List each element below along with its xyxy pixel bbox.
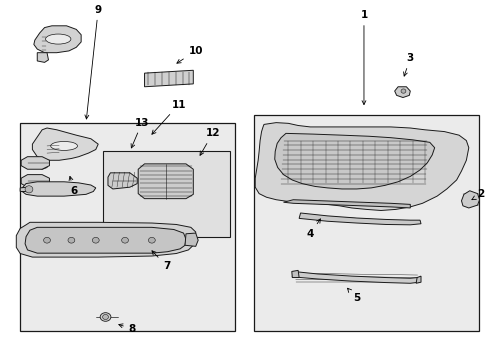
- Bar: [103, 151, 229, 237]
- Text: 4: 4: [306, 219, 320, 239]
- Polygon shape: [394, 87, 409, 98]
- Polygon shape: [184, 233, 198, 246]
- Ellipse shape: [68, 237, 75, 243]
- Text: 7: 7: [152, 251, 170, 271]
- Polygon shape: [292, 271, 418, 283]
- Polygon shape: [21, 157, 49, 169]
- Polygon shape: [21, 175, 49, 187]
- Polygon shape: [20, 187, 27, 192]
- Polygon shape: [144, 70, 193, 87]
- Ellipse shape: [43, 237, 50, 243]
- Polygon shape: [32, 128, 98, 160]
- Text: 12: 12: [200, 129, 220, 155]
- Text: 10: 10: [177, 46, 203, 63]
- Text: 6: 6: [69, 176, 77, 196]
- Text: 5: 5: [347, 288, 360, 303]
- Polygon shape: [299, 213, 420, 225]
- Polygon shape: [34, 26, 81, 53]
- Polygon shape: [138, 164, 193, 199]
- Ellipse shape: [148, 237, 155, 243]
- Ellipse shape: [92, 237, 99, 243]
- Polygon shape: [108, 173, 137, 189]
- Ellipse shape: [45, 34, 71, 44]
- Polygon shape: [283, 200, 409, 208]
- Polygon shape: [274, 134, 434, 189]
- Text: 13: 13: [131, 118, 149, 148]
- Polygon shape: [37, 160, 47, 169]
- Polygon shape: [20, 182, 96, 196]
- Polygon shape: [255, 123, 468, 211]
- Ellipse shape: [25, 186, 33, 193]
- Polygon shape: [291, 270, 299, 278]
- Polygon shape: [461, 191, 479, 208]
- Text: 9: 9: [85, 5, 102, 119]
- Text: 3: 3: [403, 53, 413, 76]
- Bar: [254, 116, 478, 330]
- Text: 1: 1: [360, 10, 367, 104]
- Ellipse shape: [100, 313, 111, 321]
- Bar: [20, 123, 234, 330]
- Polygon shape: [16, 222, 195, 257]
- Ellipse shape: [51, 141, 77, 150]
- Polygon shape: [37, 53, 48, 62]
- Polygon shape: [25, 227, 185, 253]
- Ellipse shape: [102, 315, 108, 319]
- Ellipse shape: [122, 237, 128, 243]
- Text: 2: 2: [471, 189, 484, 200]
- Text: 11: 11: [152, 100, 185, 134]
- Polygon shape: [415, 276, 420, 283]
- Ellipse shape: [400, 89, 405, 93]
- Text: 8: 8: [119, 324, 136, 334]
